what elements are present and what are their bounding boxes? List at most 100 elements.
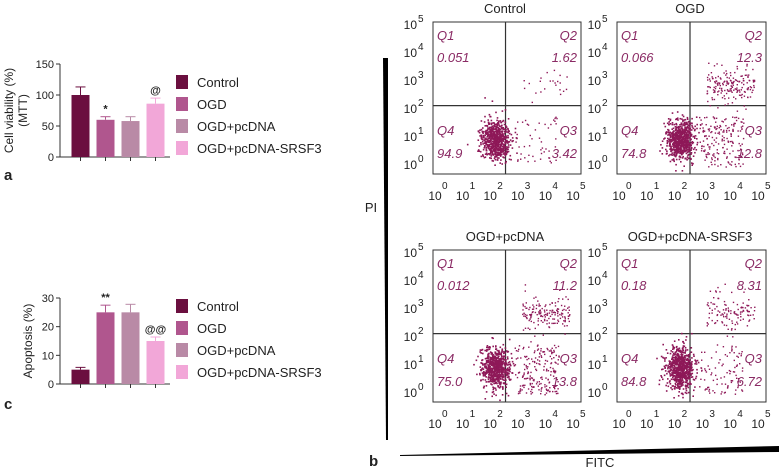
event-dot bbox=[681, 118, 683, 120]
event-dot bbox=[537, 359, 539, 361]
event-dot bbox=[487, 367, 489, 370]
event-dot bbox=[495, 368, 497, 370]
event-dot bbox=[535, 368, 537, 370]
event-dot bbox=[724, 283, 726, 285]
event-dot bbox=[671, 137, 674, 139]
event-dot bbox=[521, 389, 523, 391]
event-dot bbox=[492, 152, 494, 155]
event-dot bbox=[523, 145, 526, 148]
event-dot bbox=[685, 376, 687, 378]
event-dot bbox=[674, 361, 676, 363]
y-tick-label: 0 bbox=[48, 379, 54, 391]
event-dot bbox=[486, 125, 488, 127]
event-dot bbox=[489, 147, 491, 150]
event-dot bbox=[484, 115, 486, 118]
event-dot bbox=[541, 315, 544, 318]
event-dot bbox=[550, 123, 552, 126]
event-dot bbox=[528, 308, 530, 311]
event-dot bbox=[733, 359, 735, 362]
event-dot bbox=[682, 120, 684, 123]
event-dot bbox=[717, 132, 719, 134]
event-dot bbox=[523, 363, 526, 366]
event-dot bbox=[682, 373, 685, 376]
y-log-base: 10 bbox=[588, 102, 602, 116]
event-dot bbox=[677, 140, 680, 142]
event-dot bbox=[536, 381, 538, 383]
event-dot bbox=[563, 320, 565, 322]
event-dot bbox=[685, 379, 688, 382]
event-dot bbox=[479, 135, 481, 137]
event-dot bbox=[494, 378, 496, 380]
event-dot bbox=[674, 140, 676, 142]
event-dot bbox=[480, 155, 483, 158]
event-dot bbox=[508, 376, 510, 378]
event-dot bbox=[682, 136, 684, 138]
event-dot bbox=[675, 381, 678, 383]
event-dot bbox=[752, 314, 754, 316]
event-dot bbox=[685, 142, 687, 145]
event-dot bbox=[660, 355, 663, 358]
event-dot bbox=[695, 116, 698, 118]
event-dot bbox=[490, 380, 492, 383]
event-dot bbox=[715, 290, 717, 292]
event-dot bbox=[523, 378, 526, 380]
event-dot bbox=[671, 132, 673, 134]
event-dot bbox=[677, 152, 679, 154]
event-dot bbox=[696, 359, 699, 362]
event-dot bbox=[557, 363, 559, 365]
quadrant-name-q1: Q1 bbox=[621, 28, 638, 43]
event-dot bbox=[565, 309, 567, 311]
event-dot bbox=[706, 76, 709, 79]
event-dot bbox=[497, 136, 499, 139]
event-dot bbox=[500, 138, 502, 140]
event-dot bbox=[732, 141, 734, 143]
event-dot bbox=[747, 96, 749, 98]
event-dot bbox=[687, 153, 690, 156]
event-dot bbox=[723, 81, 725, 83]
event-dot bbox=[562, 298, 564, 300]
event-dot bbox=[690, 364, 693, 366]
event-dot bbox=[718, 127, 720, 129]
event-dot bbox=[675, 358, 678, 361]
event-dot bbox=[664, 360, 666, 362]
event-dot bbox=[727, 309, 730, 311]
event-dot bbox=[548, 350, 551, 352]
event-dot bbox=[536, 349, 539, 351]
event-dot bbox=[716, 127, 718, 130]
event-dot bbox=[704, 135, 706, 138]
event-dot bbox=[495, 374, 497, 376]
event-dot bbox=[484, 366, 487, 368]
event-dot bbox=[734, 366, 736, 369]
event-dot bbox=[671, 358, 673, 360]
event-dot bbox=[561, 309, 564, 312]
event-dot bbox=[507, 394, 510, 397]
event-dot bbox=[499, 132, 501, 134]
event-dot bbox=[708, 146, 710, 148]
event-dot bbox=[731, 350, 733, 352]
event-dot bbox=[669, 142, 671, 145]
x-log-exp: 1 bbox=[654, 409, 660, 420]
event-dot bbox=[691, 117, 693, 120]
event-dot bbox=[519, 388, 522, 390]
event-dot bbox=[711, 76, 713, 78]
event-dot bbox=[749, 86, 752, 88]
dot-cloud bbox=[659, 62, 756, 172]
event-dot bbox=[487, 121, 490, 124]
event-dot bbox=[728, 318, 731, 320]
y-log-exp: 3 bbox=[418, 298, 424, 309]
event-dot bbox=[688, 157, 690, 160]
event-dot bbox=[484, 156, 487, 158]
event-dot bbox=[723, 143, 726, 146]
significance-mark: ** bbox=[101, 292, 110, 304]
event-dot bbox=[501, 143, 503, 146]
event-dot bbox=[494, 135, 497, 138]
event-dot bbox=[485, 350, 488, 352]
event-dot bbox=[498, 379, 500, 382]
event-dot bbox=[740, 155, 743, 158]
event-dot bbox=[690, 135, 692, 137]
event-dot bbox=[501, 372, 503, 374]
event-dot bbox=[501, 137, 503, 139]
event-dot bbox=[752, 89, 754, 91]
event-dot bbox=[729, 72, 732, 74]
event-dot bbox=[716, 383, 718, 386]
